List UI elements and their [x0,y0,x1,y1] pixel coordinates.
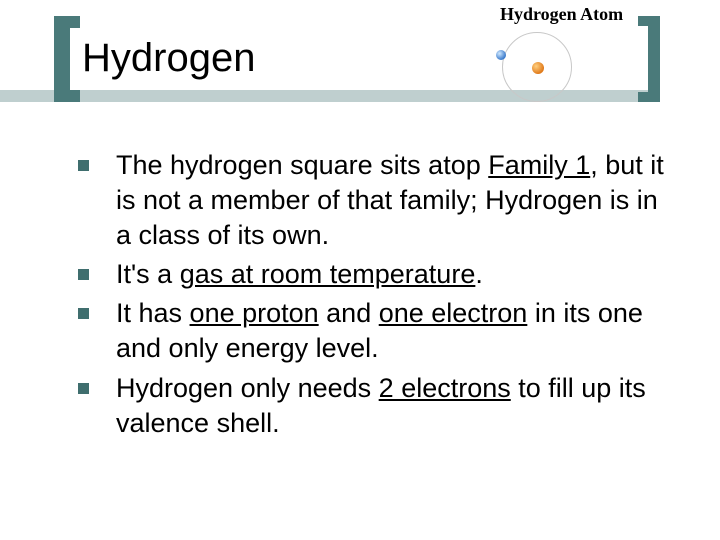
underlined-term: one proton [190,298,319,328]
underlined-term: 2 electrons [379,373,511,403]
bullet-icon [78,308,89,319]
underlined-term: Family 1 [488,150,590,180]
underlined-term: one electron [379,298,528,328]
bullet-text: The hydrogen square sits atop [116,150,488,180]
bullet-text: . [475,259,483,289]
list-item: It's a gas at room temperature. [72,257,670,292]
nucleus-icon [532,62,544,74]
page-title: Hydrogen [82,36,255,81]
bullet-list: The hydrogen square sits atop Family 1, … [72,148,670,445]
list-item: The hydrogen square sits atop Family 1, … [72,148,670,253]
decorative-bar-left [0,90,54,102]
bullet-text: Hydrogen only needs [116,373,379,403]
list-item: It has one proton and one electron in it… [72,296,670,366]
bullet-text: and [319,298,379,328]
list-item: Hydrogen only needs 2 electrons to fill … [72,371,670,441]
bullet-icon [78,160,89,171]
bullet-text: It has [116,298,190,328]
bullet-icon [78,269,89,280]
underlined-term: gas at room temperature [180,259,476,289]
slide: Hydrogen Atom Hydrogen The hydrogen squa… [0,0,720,540]
bullet-text: It's a [116,259,180,289]
bullet-icon [78,383,89,394]
hydrogen-atom-diagram [478,26,596,106]
electron-icon [496,50,506,60]
atom-diagram-label: Hydrogen Atom [500,4,623,25]
